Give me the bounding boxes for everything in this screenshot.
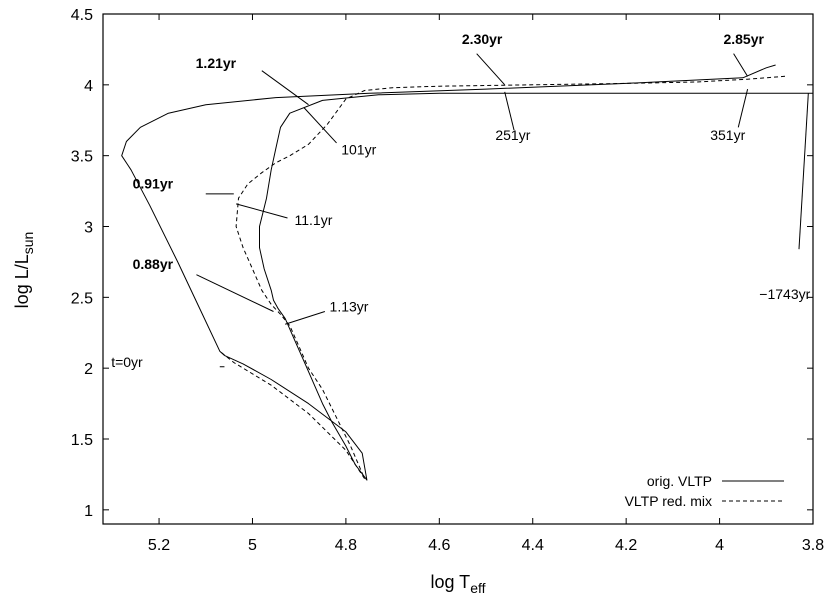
x-tick-label: 4 (715, 537, 724, 554)
annotation-label: 251yr (495, 127, 530, 143)
legend-label-orig-vltp: orig. VLTP (647, 473, 712, 489)
y-tick-label: 4 (84, 78, 93, 95)
annotation-label: 2.30yr (462, 31, 503, 47)
y-tick-label: 2 (84, 361, 93, 378)
x-axis-title: log Teff (430, 572, 485, 596)
annotation-leader (196, 274, 274, 312)
y-axis-title: log L/Lsun (12, 232, 36, 309)
annotation-leader (733, 53, 749, 77)
annotation-label: 1.13yr (330, 299, 369, 315)
x-tick-label: 4.2 (615, 537, 637, 554)
y-tick-label: 4.5 (71, 7, 93, 24)
annotation-leader (504, 91, 515, 131)
annotation-leader (261, 70, 309, 106)
annotation-label: 101yr (341, 141, 376, 157)
y-tick-label: 1 (84, 503, 93, 520)
annotation-label: 11.1yr (295, 212, 333, 228)
annotation-leader (285, 311, 326, 325)
annotation-label: −1743yr (759, 286, 810, 302)
annotation-label: 351yr (710, 127, 745, 143)
x-tick-label: 3.8 (802, 537, 824, 554)
y-tick-label: 3.5 (71, 149, 93, 166)
x-tick-label: 5.2 (148, 537, 170, 554)
legend-label-vltp-red-mix: VLTP red. mix (625, 493, 712, 509)
annotation-label: 0.91yr (133, 175, 174, 191)
y-tick-label: 1.5 (71, 432, 93, 449)
legend: orig. VLTP VLTP red. mix (625, 473, 784, 509)
series-line-vltp-red-mix (219, 75, 786, 480)
y-tick-label: 3 (84, 220, 93, 237)
plot-frame (102, 13, 814, 525)
series-line-orig-vltp (121, 64, 813, 481)
annotations: t=0yr 0.88yr 1.13yr 0.91yr 11.1yr 1.21yr 101yr… (111, 31, 810, 370)
plot-curves (121, 64, 813, 481)
x-tick-label: 4.4 (522, 537, 544, 554)
axis-ticks: 5.2 5 4.8 4.6 4.4 4.2 4 3.8 1 1.5 2 2.5 3 3.5 4 4.5 (71, 7, 824, 554)
annotation-leader (235, 203, 288, 219)
x-tick-label: 4.6 (428, 537, 450, 554)
annotation-label: 2.85yr (723, 31, 764, 47)
annotation-label: 0.88yr (133, 256, 174, 272)
x-tick-label: 5 (248, 537, 257, 554)
annotation-leader (798, 93, 809, 250)
annotation-leader (737, 88, 749, 128)
y-tick-label: 2.5 (71, 290, 93, 307)
annotation-label: 1.21yr (196, 55, 237, 71)
annotation-leader (476, 53, 506, 86)
annotation-leader (303, 107, 337, 144)
x-tick-label: 4.8 (335, 537, 357, 554)
annotation-label: t=0yr (111, 354, 143, 370)
